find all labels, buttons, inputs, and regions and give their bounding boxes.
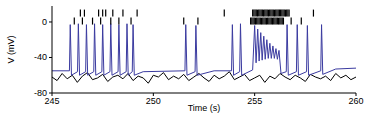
spike-tick bbox=[269, 18, 270, 25]
spike-tick bbox=[261, 10, 262, 17]
y-axis-label: V (mV) bbox=[6, 35, 16, 63]
spike-tick bbox=[275, 10, 276, 17]
x-tick-label: 250 bbox=[146, 96, 161, 106]
spike-tick bbox=[255, 18, 256, 25]
spike-tick bbox=[271, 10, 272, 17]
spike-tick bbox=[261, 18, 262, 25]
y-tick-label: -40 bbox=[34, 52, 47, 62]
spike-tick bbox=[105, 10, 106, 17]
spike-tick bbox=[100, 18, 101, 25]
spike-tick bbox=[289, 10, 290, 17]
spike-tick bbox=[250, 18, 251, 25]
spike-tick bbox=[84, 10, 85, 17]
spike-tick bbox=[252, 10, 253, 17]
spike-tick bbox=[280, 18, 281, 25]
spike-tick bbox=[273, 18, 274, 25]
y-tick bbox=[49, 57, 52, 58]
spike-tick bbox=[277, 18, 278, 25]
spike-tick bbox=[264, 10, 265, 17]
spike-tick bbox=[281, 10, 282, 17]
spike-tick bbox=[197, 18, 198, 25]
spike-tick bbox=[130, 18, 131, 25]
spike-tick bbox=[256, 18, 257, 25]
spike-tick bbox=[98, 10, 99, 17]
spike-tick bbox=[265, 18, 266, 25]
voltage-trace bbox=[52, 24, 356, 75]
chart: 0-40-80245250255260Time (s)V (mV) bbox=[0, 0, 380, 113]
spike-tick bbox=[110, 18, 111, 25]
spike-tick bbox=[285, 10, 286, 17]
spike-tick bbox=[287, 10, 288, 17]
spike-tick bbox=[183, 18, 184, 25]
spike-tick bbox=[265, 10, 266, 17]
spike-tick bbox=[252, 18, 253, 25]
spike-tick bbox=[284, 10, 285, 17]
y-axis bbox=[52, 6, 53, 93]
spike-tick bbox=[259, 18, 260, 25]
y-tick-label: 0 bbox=[42, 17, 47, 27]
spike-tick bbox=[268, 18, 269, 25]
x-axis-label: Time (s) bbox=[188, 103, 221, 113]
spike-tick bbox=[286, 10, 287, 17]
spike-tick bbox=[118, 18, 119, 25]
spike-tick bbox=[224, 10, 225, 17]
spike-tick bbox=[263, 18, 264, 25]
spike-tick bbox=[274, 18, 275, 25]
spike-tick bbox=[102, 10, 103, 17]
spike-tick bbox=[269, 10, 270, 17]
spike-tick bbox=[122, 10, 123, 17]
spike-tick bbox=[267, 10, 268, 17]
x-tick-label: 255 bbox=[247, 96, 262, 106]
spike-tick bbox=[253, 10, 254, 17]
spike-tick bbox=[254, 10, 255, 17]
spike-tick bbox=[282, 18, 283, 25]
spike-tick bbox=[74, 18, 75, 25]
spike-tick bbox=[272, 18, 273, 25]
x-tick-label: 260 bbox=[348, 96, 363, 106]
spike-tick bbox=[273, 10, 274, 17]
spike-tick bbox=[263, 10, 264, 17]
spike-tick bbox=[258, 10, 259, 17]
spike-tick bbox=[274, 10, 275, 17]
spike-tick bbox=[279, 18, 280, 25]
spike-tick bbox=[266, 18, 267, 25]
spike-tick bbox=[276, 10, 277, 17]
spike-tick bbox=[291, 18, 292, 25]
spike-tick bbox=[262, 10, 263, 17]
spike-tick bbox=[278, 18, 279, 25]
spike-tick bbox=[268, 10, 269, 17]
spike-tick bbox=[278, 10, 279, 17]
spike-tick bbox=[262, 18, 263, 25]
spike-tick bbox=[137, 10, 138, 17]
spike-tick bbox=[112, 10, 113, 17]
spike-tick bbox=[257, 10, 258, 17]
spike-tick bbox=[254, 18, 255, 25]
x-axis bbox=[52, 93, 356, 94]
spike-tick bbox=[279, 10, 280, 17]
spike-tick bbox=[267, 18, 268, 25]
spike-tick bbox=[280, 10, 281, 17]
spike-tick bbox=[270, 10, 271, 17]
spike-tick bbox=[260, 18, 261, 25]
spike-tick bbox=[283, 18, 284, 25]
spike-tick bbox=[276, 18, 277, 25]
spike-tick bbox=[82, 18, 83, 25]
spike-tick bbox=[80, 10, 81, 17]
spike-tick bbox=[313, 10, 314, 17]
spike-tick bbox=[92, 18, 93, 25]
spike-tick bbox=[271, 18, 272, 25]
spike-tick bbox=[257, 18, 258, 25]
x-tick-label: 245 bbox=[44, 96, 59, 106]
y-tick bbox=[49, 21, 52, 22]
spike-tick bbox=[251, 18, 252, 25]
plot-area bbox=[52, 10, 356, 84]
spike-tick bbox=[282, 10, 283, 17]
spike-tick bbox=[301, 18, 302, 25]
spike-tick bbox=[259, 10, 260, 17]
spike-tick bbox=[256, 10, 257, 17]
